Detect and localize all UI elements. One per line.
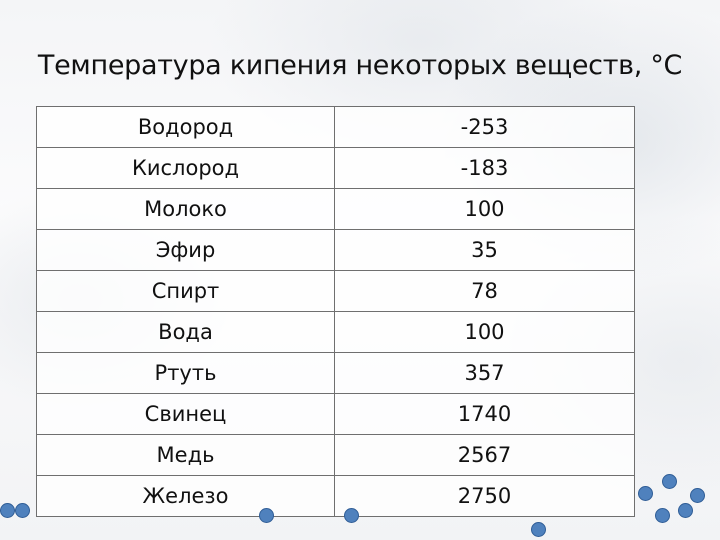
substance-cell: Кислород xyxy=(36,147,335,189)
boiling-point-table: Водород -253 Кислород -183 Молоко 100 Эф… xyxy=(36,106,635,517)
table-row: Железо 2750 xyxy=(36,475,635,517)
table-row: Молоко 100 xyxy=(36,188,635,230)
decorative-dot xyxy=(531,522,546,537)
substance-cell: Спирт xyxy=(36,270,335,312)
table-row: Медь 2567 xyxy=(36,434,635,476)
decorative-dot xyxy=(15,503,30,518)
value-cell: -253 xyxy=(334,106,635,148)
value-cell: 35 xyxy=(334,229,635,271)
slide-title: Температура кипения некоторых веществ, °… xyxy=(37,50,683,81)
table-row: Водород -253 xyxy=(36,106,635,148)
substance-cell: Медь xyxy=(36,434,335,476)
substance-cell: Свинец xyxy=(36,393,335,435)
table-row: Эфир 35 xyxy=(36,229,635,271)
value-cell: 78 xyxy=(334,270,635,312)
value-cell: 357 xyxy=(334,352,635,394)
decorative-dot xyxy=(662,474,677,489)
substance-cell: Вода xyxy=(36,311,335,353)
table-row: Свинец 1740 xyxy=(36,393,635,435)
value-cell: 100 xyxy=(334,311,635,353)
substance-cell: Молоко xyxy=(36,188,335,230)
table-row: Кислород -183 xyxy=(36,147,635,189)
value-cell: 2567 xyxy=(334,434,635,476)
decorative-dot xyxy=(690,488,705,503)
decorative-dot xyxy=(344,508,359,523)
substance-cell: Эфир xyxy=(36,229,335,271)
substance-cell: Водород xyxy=(36,106,335,148)
decorative-dot xyxy=(0,503,15,518)
decorative-dot xyxy=(638,486,653,501)
value-cell: 1740 xyxy=(334,393,635,435)
decorative-dot xyxy=(655,508,670,523)
value-cell: 2750 xyxy=(334,475,635,517)
decorative-dot xyxy=(259,508,274,523)
value-cell: 100 xyxy=(334,188,635,230)
value-cell: -183 xyxy=(334,147,635,189)
substance-cell: Ртуть xyxy=(36,352,335,394)
substance-cell: Железо xyxy=(36,475,335,517)
table-row: Вода 100 xyxy=(36,311,635,353)
table-row: Ртуть 357 xyxy=(36,352,635,394)
table-row: Спирт 78 xyxy=(36,270,635,312)
decorative-dot xyxy=(678,503,693,518)
